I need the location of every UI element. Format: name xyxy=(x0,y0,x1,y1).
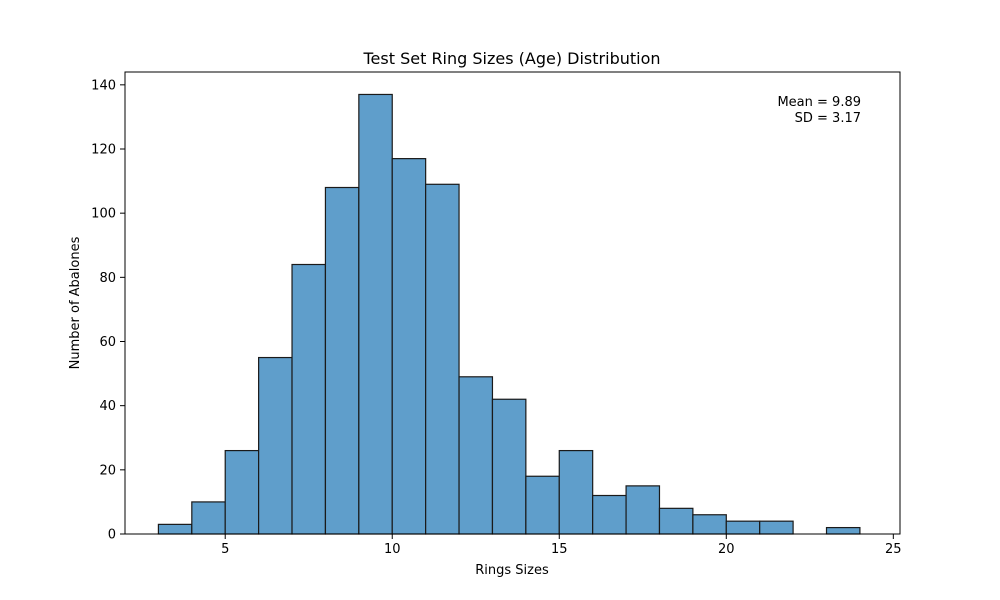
histogram-bar xyxy=(191,501,226,535)
histogram-bar xyxy=(558,449,594,535)
x-tick-label: 5 xyxy=(221,542,229,557)
y-axis-ticks: 0 20 40 60 80 100 120 140 xyxy=(91,78,125,543)
histogram-bar xyxy=(324,186,360,535)
y-tick-label: 0 xyxy=(108,528,116,543)
histogram-bar xyxy=(759,520,794,535)
y-tick-label: 60 xyxy=(99,335,116,350)
histogram-bar xyxy=(358,93,393,535)
histogram-bar xyxy=(157,523,193,535)
histogram-bar xyxy=(625,485,661,535)
histogram-bar xyxy=(391,158,427,535)
plot-frame xyxy=(124,71,901,535)
x-tick-label: 20 xyxy=(718,542,735,557)
x-tick-label: 10 xyxy=(384,542,401,557)
x-axis-label: Rings Sizes xyxy=(475,563,549,578)
y-tick-label: 140 xyxy=(91,78,116,93)
y-tick-label: 80 xyxy=(99,271,116,286)
histogram-bar xyxy=(525,475,560,535)
y-tick-label: 120 xyxy=(91,143,116,158)
histogram-bar xyxy=(458,376,494,535)
histogram-bar xyxy=(592,494,627,535)
histogram-bar xyxy=(291,263,327,535)
histogram-bar xyxy=(692,514,727,535)
chart-title: Test Set Ring Sizes (Age) Distribution xyxy=(362,49,660,68)
y-axis-label: Number of Abalones xyxy=(68,236,83,369)
x-axis-ticks: 5 10 15 20 25 xyxy=(221,534,902,557)
mean-annotation: Mean = 9.89 xyxy=(777,95,861,110)
histogram-bar xyxy=(725,520,761,535)
y-tick-label: 40 xyxy=(99,399,116,414)
y-tick-label: 100 xyxy=(91,207,116,222)
histogram-bar xyxy=(658,507,694,535)
histogram-bar xyxy=(491,398,527,535)
histogram-bar xyxy=(224,449,260,535)
x-tick-label: 25 xyxy=(885,542,902,557)
bars-group xyxy=(157,93,861,535)
histogram-bar xyxy=(425,183,460,535)
sd-annotation: SD = 3.17 xyxy=(795,111,861,126)
y-tick-label: 20 xyxy=(99,463,116,478)
x-tick-label: 15 xyxy=(551,542,568,557)
histogram-bar xyxy=(258,356,293,535)
histogram-bar xyxy=(825,526,861,535)
